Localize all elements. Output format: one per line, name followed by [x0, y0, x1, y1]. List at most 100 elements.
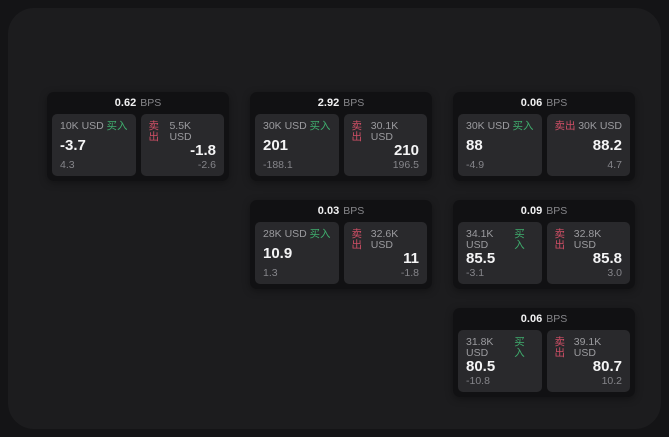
- quote-body: 31.8K USD 买入 80.5 -10.8 卖出 39.1K USD 80.…: [453, 330, 635, 397]
- buy-pane-header: 10K USD 买入: [60, 121, 128, 132]
- quotes-panel: 0.62 BPS 10K USD 买入 -3.7 4.3 卖出 5.5K USD…: [8, 8, 661, 429]
- buy-amount: 34.1K USD: [466, 228, 494, 251]
- sell-amount: 39.1K USD: [573, 336, 602, 359]
- buy-side-label: 买入: [309, 120, 331, 132]
- buy-quote-pane[interactable]: 34.1K USD 买入 85.5 -3.1: [458, 222, 542, 284]
- quote-body: 28K USD 买入 10.9 1.3 卖出 32.6K USD 11 -1.8: [250, 222, 432, 289]
- sell-delta: -2.6: [197, 158, 216, 171]
- buy-quote-pane[interactable]: 30K USD 买入 88 -4.9: [458, 114, 542, 176]
- bps-value: 0.03: [317, 205, 340, 217]
- buy-amount: 10K USD: [60, 120, 104, 132]
- buy-quote-pane[interactable]: 31.8K USD 买入 80.5 -10.8: [458, 330, 542, 392]
- buy-pane-header: 31.8K USD 买入: [466, 337, 534, 358]
- quote-card: 2.92 BPS 30K USD 买入 201 -188.1 卖出 30.1K …: [250, 92, 432, 181]
- sell-quote-pane[interactable]: 卖出 30K USD 88.2 4.7: [546, 114, 630, 176]
- buy-price: 10.9: [263, 245, 293, 262]
- buy-pane-header: 30K USD 买入: [263, 121, 331, 132]
- sell-delta: 4.7: [607, 158, 622, 171]
- sell-side-label: 卖出: [554, 228, 566, 251]
- quote-body: 10K USD 买入 -3.7 4.3 卖出 5.5K USD -1.8 -2.…: [47, 114, 229, 181]
- sell-quote-pane[interactable]: 卖出 5.5K USD -1.8 -2.6: [140, 114, 224, 176]
- sell-side-label: 卖出: [351, 228, 363, 251]
- bps-header: 0.06 BPS: [453, 92, 635, 114]
- bps-unit-label: BPS: [343, 205, 365, 217]
- buy-delta: -3.1: [466, 266, 485, 279]
- bps-value: 0.09: [520, 205, 543, 217]
- quote-body: 30K USD 买入 88 -4.9 卖出 30K USD 88.2 4.7: [453, 114, 635, 181]
- bps-header: 0.06 BPS: [453, 308, 635, 330]
- sell-pane-header: 卖出 5.5K USD: [149, 121, 217, 142]
- quote-card: 0.03 BPS 28K USD 买入 10.9 1.3 卖出 32.6K US…: [250, 200, 432, 289]
- buy-quote-pane[interactable]: 28K USD 买入 10.9 1.3: [255, 222, 339, 284]
- bps-header: 0.62 BPS: [47, 92, 229, 114]
- sell-quote-pane[interactable]: 卖出 32.6K USD 11 -1.8: [343, 222, 427, 284]
- buy-side-label: 买入: [514, 228, 525, 251]
- buy-pane-header: 30K USD 买入: [466, 121, 534, 132]
- sell-quote-pane[interactable]: 卖出 39.1K USD 80.7 10.2: [546, 330, 630, 392]
- buy-price: 88: [466, 137, 483, 154]
- buy-pane-header: 28K USD 买入: [263, 229, 331, 240]
- bps-header: 2.92 BPS: [250, 92, 432, 114]
- buy-amount: 31.8K USD: [466, 336, 494, 359]
- buy-price: 201: [263, 137, 289, 154]
- buy-delta: -10.8: [466, 374, 490, 387]
- sell-amount: 30K USD: [578, 120, 622, 132]
- buy-side-label: 买入: [309, 228, 331, 240]
- sell-delta: 3.0: [607, 266, 622, 279]
- bps-value: 0.06: [520, 97, 543, 109]
- sell-amount: 30.1K USD: [370, 120, 399, 143]
- sell-side-label: 卖出: [554, 120, 576, 132]
- sell-pane-header: 卖出 39.1K USD: [555, 337, 623, 358]
- sell-pane-header: 卖出 30K USD: [555, 121, 623, 132]
- sell-side-label: 卖出: [148, 120, 160, 143]
- buy-delta: 4.3: [60, 158, 75, 171]
- buy-price: -3.7: [60, 137, 86, 154]
- quote-body: 30K USD 买入 201 -188.1 卖出 30.1K USD 210 1…: [250, 114, 432, 181]
- sell-amount: 5.5K USD: [169, 120, 192, 143]
- bps-unit-label: BPS: [546, 313, 568, 325]
- sell-delta: 10.2: [601, 374, 622, 387]
- sell-pane-header: 卖出 32.8K USD: [555, 229, 623, 250]
- sell-quote-pane[interactable]: 卖出 30.1K USD 210 196.5: [343, 114, 427, 176]
- buy-delta: 1.3: [263, 266, 278, 279]
- sell-price: 85.8: [592, 250, 622, 268]
- sell-price: 210: [393, 142, 419, 160]
- sell-price: 88.2: [592, 137, 622, 154]
- buy-side-label: 买入: [514, 336, 525, 359]
- bps-unit-label: BPS: [546, 205, 568, 217]
- buy-delta: -4.9: [466, 158, 485, 171]
- sell-side-label: 卖出: [554, 336, 566, 359]
- bps-value: 0.06: [520, 313, 543, 325]
- quote-card: 0.06 BPS 30K USD 买入 88 -4.9 卖出 30K USD 8…: [453, 92, 635, 181]
- buy-side-label: 买入: [512, 120, 534, 132]
- quote-body: 34.1K USD 买入 85.5 -3.1 卖出 32.8K USD 85.8…: [453, 222, 635, 289]
- sell-side-label: 卖出: [351, 120, 363, 143]
- bps-unit-label: BPS: [343, 97, 365, 109]
- buy-amount: 30K USD: [466, 120, 510, 132]
- sell-quote-pane[interactable]: 卖出 32.8K USD 85.8 3.0: [546, 222, 630, 284]
- sell-pane-header: 卖出 32.6K USD: [352, 229, 420, 250]
- sell-price: 80.7: [592, 358, 622, 376]
- buy-quote-pane[interactable]: 30K USD 买入 201 -188.1: [255, 114, 339, 176]
- buy-price: 85.5: [466, 250, 496, 268]
- bps-header: 0.09 BPS: [453, 200, 635, 222]
- sell-price: -1.8: [190, 142, 216, 160]
- buy-price: 80.5: [466, 358, 496, 376]
- buy-amount: 28K USD: [263, 228, 307, 240]
- bps-unit-label: BPS: [140, 97, 162, 109]
- buy-delta: -188.1: [263, 158, 293, 171]
- quote-card: 0.62 BPS 10K USD 买入 -3.7 4.3 卖出 5.5K USD…: [47, 92, 229, 181]
- sell-delta: 196.5: [392, 158, 419, 171]
- buy-quote-pane[interactable]: 10K USD 买入 -3.7 4.3: [52, 114, 136, 176]
- bps-value: 2.92: [317, 97, 340, 109]
- bps-unit-label: BPS: [546, 97, 568, 109]
- sell-pane-header: 卖出 30.1K USD: [352, 121, 420, 142]
- sell-amount: 32.6K USD: [370, 228, 399, 251]
- buy-side-label: 买入: [106, 120, 128, 132]
- buy-amount: 30K USD: [263, 120, 307, 132]
- sell-delta: -1.8: [400, 266, 419, 279]
- quote-card: 0.06 BPS 31.8K USD 买入 80.5 -10.8 卖出 39.1…: [453, 308, 635, 397]
- bps-header: 0.03 BPS: [250, 200, 432, 222]
- sell-price: 11: [403, 250, 419, 268]
- quote-card: 0.09 BPS 34.1K USD 买入 85.5 -3.1 卖出 32.8K…: [453, 200, 635, 289]
